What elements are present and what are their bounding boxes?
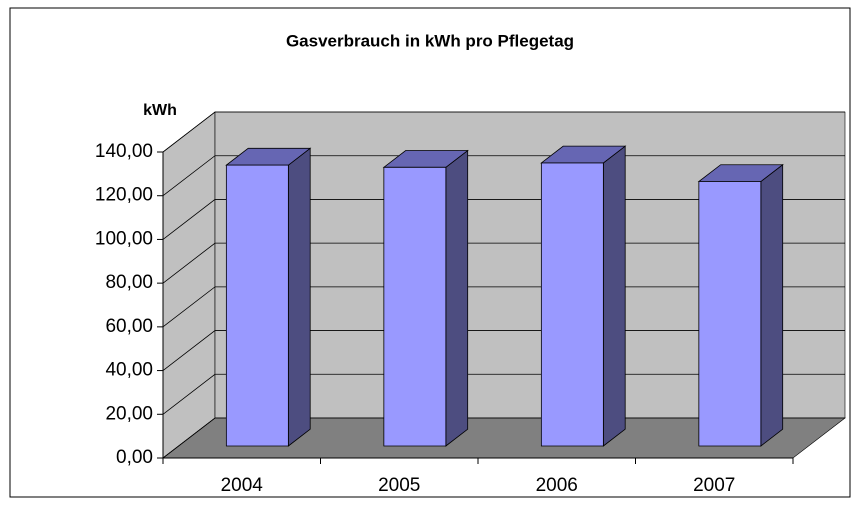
grid-line (162, 155, 845, 197)
y-tick-label: 60,00 (105, 316, 153, 337)
y-tick-label: 40,00 (105, 360, 153, 381)
bar-side (602, 145, 626, 447)
bar-side (287, 147, 311, 447)
grid-line (162, 330, 845, 371)
y-tick-label: 20,00 (105, 403, 153, 424)
grid-line (162, 111, 845, 153)
bar (225, 164, 289, 447)
grid-line (162, 417, 845, 459)
bar (698, 181, 762, 447)
y-tick-label: 80,00 (105, 272, 153, 293)
y-tick-label: 0,00 (116, 447, 153, 468)
y-tick-label: 100,00 (95, 228, 153, 249)
x-tick-label: 2007 (693, 475, 735, 496)
x-tick-label: 2004 (221, 475, 264, 496)
bar (540, 162, 604, 447)
grid-line (162, 286, 845, 328)
y-tick-label: 120,00 (95, 185, 153, 206)
grid-line (162, 373, 845, 415)
chart-title: Gasverbrauch in kWh pro Pflegetag (286, 31, 574, 50)
grid-line (162, 242, 845, 284)
bar-side (445, 149, 469, 447)
y-tick-label: 140,00 (95, 141, 153, 162)
side-wall (162, 111, 216, 459)
grid-line (162, 199, 845, 240)
bar (383, 166, 447, 447)
y-axis-label: kWh (143, 102, 177, 119)
x-tick-label: 2006 (536, 475, 578, 496)
bar-side (760, 163, 784, 447)
x-tick-label: 2005 (378, 475, 420, 496)
